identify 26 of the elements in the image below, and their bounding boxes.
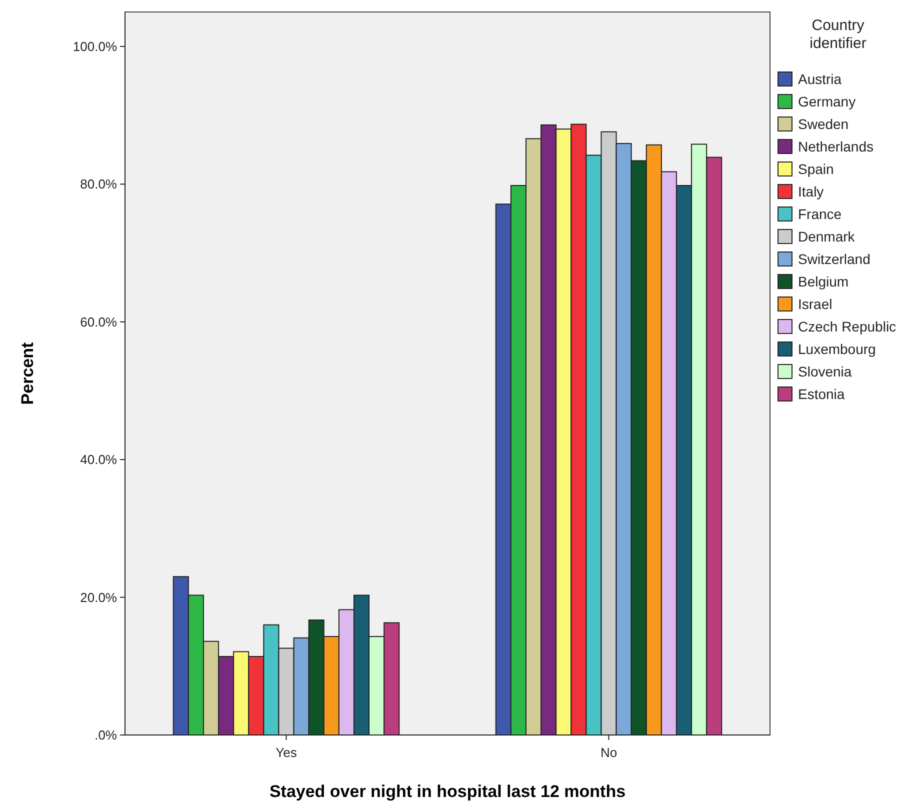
legend-label: Luxembourg <box>798 340 876 357</box>
y-tick-label: 100.0% <box>72 38 118 54</box>
y-tick-label: 60.0% <box>80 314 118 330</box>
x-tick-label: Yes <box>276 745 298 760</box>
legend-label: Estonia <box>798 386 845 402</box>
legend-label: Belgium <box>798 273 849 290</box>
legend-label: Germany <box>798 93 856 110</box>
x-axis-title: Stayed over night in hospital last 12 months <box>269 782 626 801</box>
y-tick-label: 20.0% <box>80 590 118 605</box>
legend-label: Netherlands <box>798 138 874 154</box>
y-tick-label: 80.0% <box>80 176 118 192</box>
legend-label: France <box>798 206 842 222</box>
legend-label: Israel <box>798 296 832 312</box>
legend-label: Sweden <box>798 116 849 132</box>
legend-label: Slovenia <box>798 363 852 380</box>
y-tick-label: .0% <box>94 728 118 743</box>
y-axis-title: Percent <box>18 342 37 405</box>
legend-label: Czech Republic <box>798 318 896 334</box>
legend-title: Country identifier <box>810 17 866 52</box>
legend-label: Denmark <box>798 228 856 244</box>
legend-label: Italy <box>798 183 824 200</box>
x-tick-label: No <box>600 745 618 760</box>
legend-label: Switzerland <box>798 250 870 267</box>
legend-label: Austria <box>798 70 842 87</box>
y-tick-label: 40.0% <box>80 452 118 468</box>
legend-label: Spain <box>798 160 834 177</box>
